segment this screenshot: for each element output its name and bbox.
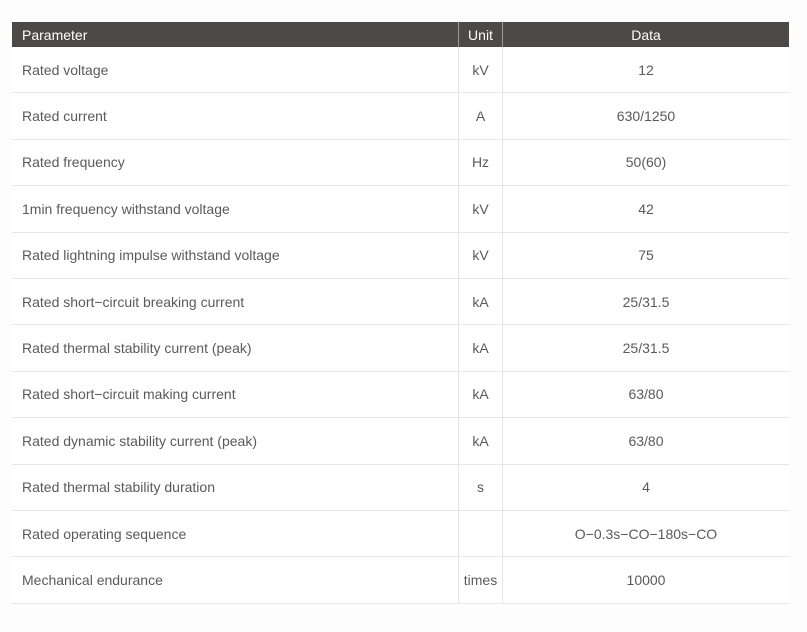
data-cell: 4 — [642, 479, 650, 496]
unit-cell: Hz — [458, 139, 503, 186]
unit-cell: s — [458, 464, 503, 510]
header-parameter: Parameter — [22, 26, 88, 43]
unit-cell: kA — [458, 418, 503, 464]
table-row: Rated short−circuit making current kA 63… — [12, 371, 789, 419]
data-cell: 630/1250 — [616, 108, 676, 125]
parameter-cell: Rated frequency — [22, 154, 125, 171]
unit-cell: times — [458, 557, 503, 603]
unit-cell: kV — [458, 186, 503, 232]
unit-cell — [458, 510, 503, 557]
table-row: 1min frequency withstand voltage kV 42 — [12, 186, 789, 233]
unit-cell: kA — [458, 278, 503, 325]
table-row: Rated lightning impulse withstand voltag… — [12, 232, 789, 279]
unit-cell: kV — [458, 232, 503, 278]
data-cell: 75 — [638, 247, 654, 264]
data-cell: 50(60) — [625, 154, 667, 171]
table-row: Rated operating sequence O−0.3s−CO−180s−… — [12, 510, 789, 558]
parameter-cell: Rated lightning impulse withstand voltag… — [22, 247, 280, 264]
table-row: Rated dynamic stability current (peak) k… — [12, 418, 789, 465]
table-row: Rated thermal stability duration s 4 — [12, 464, 789, 511]
parameter-cell: Rated thermal stability current (peak) — [22, 340, 252, 357]
table-row: Rated voltage kV 12 — [12, 47, 789, 94]
parameter-cell: Rated dynamic stability current (peak) — [22, 432, 257, 449]
table-row: Rated thermal stability current (peak) k… — [12, 325, 789, 372]
specification-table: Parameter Unit Data Rated voltage kV 12 … — [12, 22, 789, 604]
header-data: Data — [631, 26, 661, 43]
table-row: Rated short−circuit breaking current kA … — [12, 278, 789, 326]
parameter-cell: Rated operating sequence — [22, 525, 187, 542]
parameter-cell: 1min frequency withstand voltage — [22, 200, 230, 217]
data-cell: 42 — [638, 200, 654, 217]
parameter-cell: Rated current — [22, 108, 107, 125]
data-cell: O−0.3s−CO−180s−CO — [574, 525, 718, 542]
table-row: Rated frequency Hz 50(60) — [12, 139, 789, 187]
table-header-row: Parameter Unit Data — [12, 22, 789, 47]
table-row: Rated current A 630/1250 — [12, 93, 789, 140]
data-cell: 25/31.5 — [622, 340, 670, 357]
header-unit: Unit — [458, 22, 503, 47]
parameter-cell: Mechanical endurance — [22, 571, 163, 588]
data-cell: 63/80 — [628, 432, 664, 449]
data-cell: 10000 — [626, 571, 666, 588]
parameter-cell: Rated voltage — [22, 61, 109, 78]
data-cell: 25/31.5 — [622, 293, 670, 310]
parameter-cell: Rated short−circuit making current — [22, 386, 236, 403]
parameter-cell: Rated short−circuit breaking current — [22, 293, 245, 310]
data-cell: 63/80 — [628, 386, 664, 403]
unit-cell: kV — [458, 47, 503, 93]
unit-cell: kA — [458, 371, 503, 418]
parameter-cell: Rated thermal stability duration — [22, 479, 215, 496]
data-cell: 12 — [638, 61, 654, 78]
table-row: Mechanical endurance times 10000 — [12, 557, 789, 604]
unit-cell: kA — [458, 325, 503, 371]
unit-cell: A — [458, 93, 503, 139]
